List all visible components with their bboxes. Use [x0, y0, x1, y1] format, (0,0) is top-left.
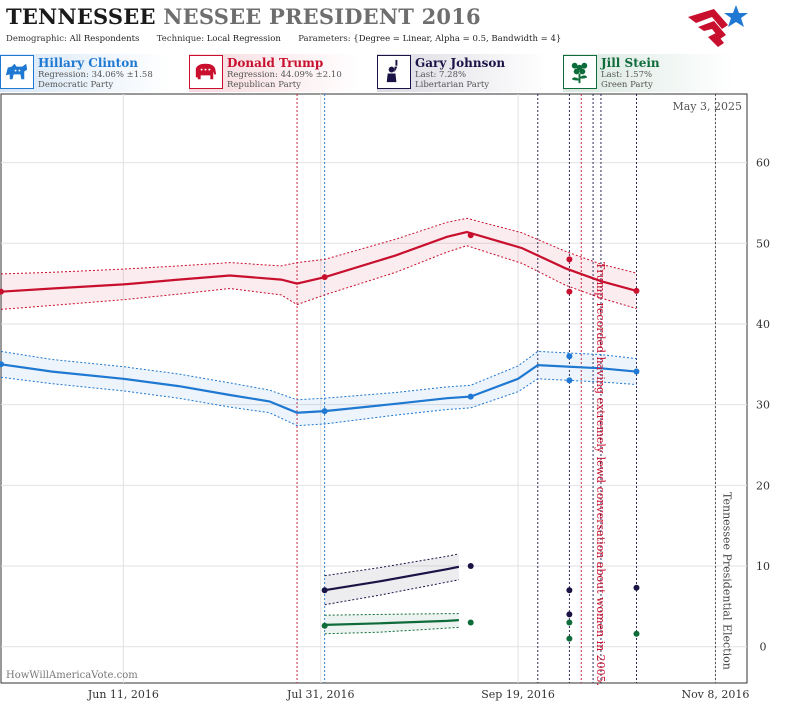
x-tick-label: Jul 31, 2016	[286, 688, 355, 701]
series-line-stein	[324, 619, 459, 626]
y-tick-label: 40	[756, 318, 770, 331]
demographic-label: Demographic:	[6, 34, 67, 44]
y-tick-label: 30	[756, 399, 770, 412]
data-point-trump	[321, 274, 328, 281]
band-lower-trump	[0, 245, 637, 310]
data-point-trump	[0, 288, 4, 295]
data-point-stein	[566, 635, 573, 642]
y-tick-label: 0	[760, 641, 767, 654]
data-point-trump	[633, 287, 640, 294]
data-point-clinton	[566, 353, 573, 360]
candidate-name: Jill Stein	[601, 56, 660, 70]
elephant-icon	[189, 55, 223, 89]
y-tick-labels: 0 10 20 30 40 50 60	[756, 157, 770, 654]
x-tick-label: Jun 11, 2016	[87, 688, 159, 701]
header: TENNESSEE NESSEE PRESIDENT 2016 Demograp…	[0, 0, 789, 52]
title-state: TENNESSEE	[6, 4, 156, 29]
candidate-stat: Regression: 44.09% ±2.10	[227, 70, 342, 80]
poll-chart: 0 10 20 30 40 50 60 Jun 11, 2016 Jul 31, 2016 Se…	[0, 93, 770, 701]
data-point-trump	[467, 232, 474, 239]
liberty-torch-icon	[377, 55, 411, 89]
data-point-clinton	[321, 408, 328, 415]
data-point-johnson	[566, 587, 573, 594]
data-point-clinton	[566, 377, 573, 384]
data-point-stein	[566, 619, 573, 626]
candidate-legend: Hillary Clinton Regression: 34.06% ±1.58…	[0, 54, 789, 92]
demographic-value: All Respondents	[69, 34, 140, 44]
band-lower-johnson	[324, 579, 459, 606]
band-lower-stein	[324, 626, 459, 635]
confidence-bands	[0, 217, 637, 635]
poll-points	[0, 232, 640, 642]
y-tick-label: 60	[756, 157, 770, 170]
band-upper-clinton	[0, 350, 637, 401]
band-lower-clinton	[0, 376, 637, 427]
candidate-card-clinton[interactable]: Hillary Clinton Regression: 34.06% ±1.58…	[0, 54, 185, 92]
date-stamp: May 3, 2025	[672, 100, 742, 113]
x-tick-label: Sep 19, 2016	[481, 688, 555, 701]
annotations: Trump recorded having extremely lewd con…	[594, 262, 733, 686]
data-point-johnson	[566, 611, 573, 618]
data-point-clinton	[467, 393, 474, 400]
data-point-johnson	[633, 584, 640, 591]
data-point-stein	[467, 619, 474, 626]
band-upper-trump	[0, 217, 637, 275]
candidate-name: Hillary Clinton	[38, 56, 138, 70]
y-tick-label: 50	[756, 237, 770, 250]
annotation-trump-tape: Trump recorded having extremely lewd con…	[594, 262, 607, 686]
candidate-name: Gary Johnson	[415, 56, 506, 70]
data-point-johnson	[467, 563, 474, 570]
page-title: TENNESSEE NESSEE PRESIDENT 2016	[6, 4, 481, 29]
candidate-card-trump[interactable]: Donald Trump Regression: 44.09% ±2.10 Re…	[189, 54, 374, 92]
candidate-card-johnson[interactable]: Gary Johnson Last: 7.28% Libertarian Par…	[377, 54, 562, 92]
candidate-stat: Last: 1.57%	[601, 70, 653, 80]
x-tick-label: Nov 8, 2016	[681, 688, 749, 701]
parameters-label: Parameters:	[298, 34, 351, 44]
chart-parameters: Demographic: All Respondents Technique: …	[6, 34, 561, 44]
technique-label: Technique:	[156, 34, 205, 44]
band-upper-stein	[324, 613, 459, 616]
y-tick-label: 10	[756, 560, 770, 573]
candidate-party: Republican Party	[227, 80, 301, 90]
candidate-party: Libertarian Party	[415, 80, 490, 90]
candidate-stat: Last: 7.28%	[415, 70, 467, 80]
y-tick-label: 20	[756, 479, 770, 492]
data-point-stein	[633, 630, 640, 637]
star-flag-logo-icon[interactable]	[684, 3, 750, 51]
watermark: HowWillAmericaVote.com	[6, 670, 138, 681]
data-point-clinton	[633, 368, 640, 375]
candidate-card-stein[interactable]: Jill Stein Last: 1.57% Green Party	[563, 54, 748, 92]
series-line-johnson	[324, 565, 460, 592]
band-fill-trump	[1, 218, 637, 310]
candidate-stat: Regression: 34.06% ±1.58	[38, 70, 153, 80]
plot-area	[0, 93, 748, 684]
data-point-stein	[321, 622, 328, 629]
parameters-value: {Degree = Linear, Alpha = 0.5, Bandwidth…	[353, 34, 562, 44]
grid	[1, 94, 747, 683]
flower-icon	[563, 55, 597, 89]
candidate-name: Donald Trump	[227, 56, 324, 70]
technique-value: Local Regression	[206, 34, 281, 44]
data-point-johnson	[321, 587, 328, 594]
candidate-party: Democratic Party	[38, 80, 114, 90]
band-upper-johnson	[324, 553, 459, 577]
data-point-clinton	[0, 361, 4, 368]
data-point-trump	[566, 256, 573, 263]
data-point-trump	[566, 288, 573, 295]
annotation-election: Tennessee Presidential Election	[720, 492, 733, 670]
x-tick-labels: Jun 11, 2016 Jul 31, 2016 Sep 19, 2016 Nov …	[87, 688, 750, 701]
donkey-icon	[0, 55, 34, 89]
title-rest: NESSEE PRESIDENT 2016	[163, 4, 481, 29]
candidate-party: Green Party	[601, 80, 653, 90]
